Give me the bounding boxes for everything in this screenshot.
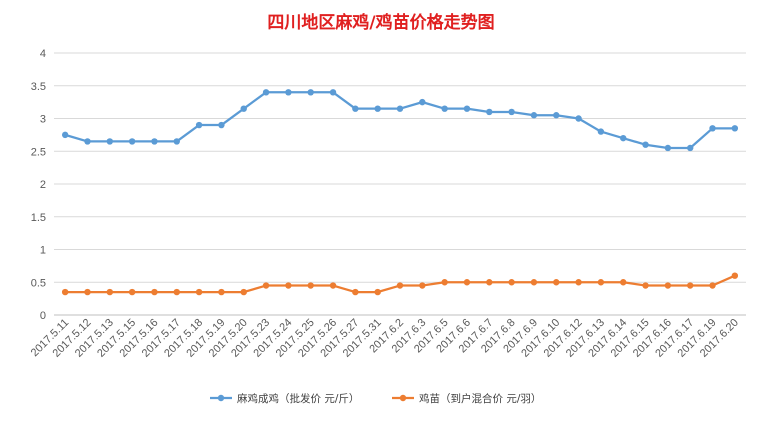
data-point (61, 288, 69, 296)
y-axis-ticks: 0 0.5 1 1.5 2 2.5 3 3.5 4 (31, 48, 46, 322)
data-point (419, 98, 426, 106)
data-point (709, 282, 716, 289)
data-point (195, 121, 203, 129)
data-point (731, 125, 739, 132)
y-tick-label: 0 (40, 310, 46, 322)
data-point (396, 282, 404, 289)
data-point (441, 105, 448, 112)
legend-marker (399, 394, 407, 402)
data-point (262, 89, 270, 96)
y-tick-label: 1 (40, 245, 46, 257)
data-point (486, 108, 493, 116)
data-point (307, 89, 314, 96)
data-point (508, 108, 515, 116)
data-point (106, 138, 114, 145)
data-point (575, 115, 582, 122)
data-point (285, 282, 292, 289)
data-point (396, 105, 404, 112)
data-point (374, 288, 381, 296)
data-point (151, 288, 158, 296)
data-point (352, 288, 359, 296)
y-tick-label: 3 (40, 114, 46, 126)
data-point (84, 138, 91, 145)
x-axis-ticks: 2017.5.112017.5.122017.5.132017.5.152017… (29, 317, 741, 360)
legend-label: 鸡苗（到户混合价 元/羽） (419, 392, 541, 405)
data-point (419, 282, 426, 289)
data-point (709, 125, 716, 132)
data-point (463, 105, 471, 112)
data-point (240, 288, 247, 296)
data-point (329, 89, 337, 96)
y-tick-label: 3.5 (31, 81, 46, 93)
series-group (61, 89, 739, 296)
data-point (106, 288, 114, 296)
y-tick-label: 2.5 (31, 146, 46, 158)
data-point (597, 128, 605, 135)
data-point (530, 112, 538, 119)
data-point (329, 282, 337, 289)
data-point (486, 279, 493, 286)
data-point (553, 112, 560, 119)
data-point (218, 288, 225, 296)
data-point (642, 282, 649, 289)
y-tick-label: 4 (40, 48, 46, 60)
data-point (173, 288, 180, 296)
data-point (463, 279, 471, 286)
data-point (240, 105, 247, 112)
data-point (686, 282, 694, 289)
y-tick-label: 0.5 (31, 277, 46, 289)
data-point (374, 105, 381, 112)
data-point (128, 138, 136, 145)
data-point (285, 89, 292, 96)
data-point (218, 121, 225, 129)
data-point (195, 288, 203, 296)
data-point (575, 279, 582, 286)
gridlines (54, 52, 746, 316)
series-2 (61, 272, 739, 296)
data-point (508, 279, 515, 286)
data-point (642, 141, 649, 148)
data-point (128, 288, 136, 296)
data-point (686, 144, 694, 152)
data-point (352, 105, 359, 112)
data-point (61, 131, 69, 139)
data-point (620, 134, 627, 142)
data-point (664, 144, 672, 152)
data-point (620, 279, 627, 286)
data-point (307, 282, 314, 289)
data-point (262, 282, 270, 289)
data-point (664, 282, 672, 289)
data-point (84, 288, 91, 296)
data-point (530, 279, 538, 286)
series-line (64, 91, 735, 150)
data-point (553, 279, 560, 286)
legend-marker (217, 394, 225, 402)
data-point (597, 279, 605, 286)
y-tick-label: 1.5 (31, 212, 46, 224)
legend: 麻鸡成鸡（批发价 元/斤） 鸡苗（到户混合价 元/羽） (210, 392, 541, 405)
chart-title: 四川地区麻鸡/鸡苗价格走势图 (267, 12, 494, 33)
data-point (173, 138, 180, 145)
legend-label: 麻鸡成鸡（批发价 元/斤） (237, 392, 359, 405)
series-1 (61, 89, 739, 152)
y-tick-label: 2 (40, 179, 46, 191)
data-point (731, 272, 739, 279)
data-point (151, 138, 158, 145)
data-point (441, 279, 448, 286)
